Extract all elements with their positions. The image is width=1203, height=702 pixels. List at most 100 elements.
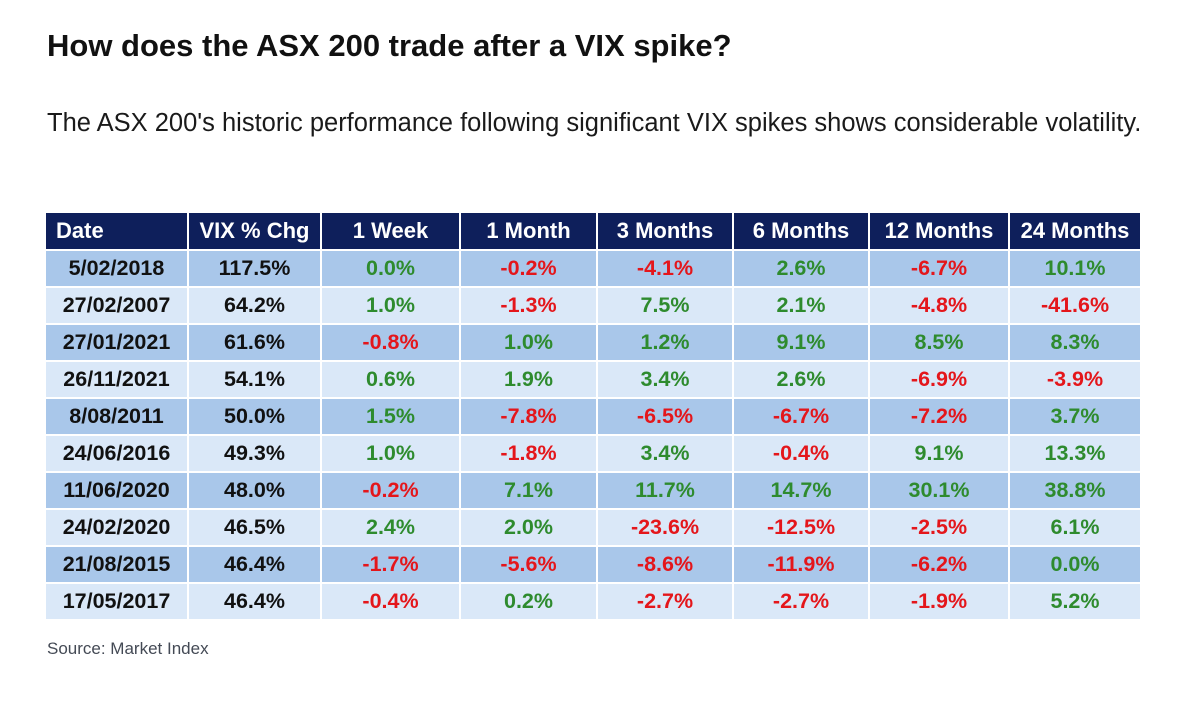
return-cell: -1.3% <box>460 286 598 324</box>
return-cell: 0.0% <box>1009 545 1140 583</box>
return-cell: -41.6% <box>1009 286 1140 324</box>
return-cell: 1.0% <box>321 434 461 472</box>
page-subtitle: The ASX 200's historic performance follo… <box>47 109 1142 137</box>
return-cell: 3.4% <box>597 434 734 472</box>
date-cell: 24/02/2020 <box>46 508 189 546</box>
vix-spike-table: Date VIX % Chg 1 Week 1 Month 3 Months 6 Mont… <box>46 213 1140 619</box>
return-cell: -6.2% <box>869 545 1010 583</box>
table-row: 24/02/2020 46.5% 2.4% 2.0% -23.6% -12.5% -2.5%… <box>46 508 1140 546</box>
vix-change-cell: 49.3% <box>188 434 322 472</box>
return-cell: 1.5% <box>321 397 461 435</box>
return-cell: 13.3% <box>1009 434 1140 472</box>
return-cell: -23.6% <box>597 508 734 546</box>
date-cell: 26/11/2021 <box>46 360 189 398</box>
vix-change-cell: 46.4% <box>188 545 322 583</box>
return-cell: 1.0% <box>321 286 461 324</box>
return-cell: 1.0% <box>460 323 598 361</box>
return-cell: 3.4% <box>597 360 734 398</box>
return-cell: 0.2% <box>460 582 598 619</box>
return-cell: 5.2% <box>1009 582 1140 619</box>
table-row: 11/06/2020 48.0% -0.2% 7.1% 11.7% 14.7% 30.1% 3… <box>46 471 1140 509</box>
return-cell: -0.2% <box>321 471 461 509</box>
table-row: 17/05/2017 46.4% -0.4% 0.2% -2.7% -2.7% -1.9% 5… <box>46 582 1140 619</box>
table-row: 26/11/2021 54.1% 0.6% 1.9% 3.4% 2.6% -6.9% -3.9… <box>46 360 1140 398</box>
column-header: 6 Months <box>733 213 870 250</box>
source-note: Source: Market Index <box>47 639 209 658</box>
date-cell: 24/06/2016 <box>46 434 189 472</box>
return-cell: 2.6% <box>733 249 870 287</box>
return-cell: -0.4% <box>321 582 461 619</box>
return-cell: 9.1% <box>869 434 1010 472</box>
table-header-row: Date VIX % Chg 1 Week 1 Month 3 Months 6 Mont… <box>46 213 1140 250</box>
return-cell: 9.1% <box>733 323 870 361</box>
return-cell: -6.7% <box>869 249 1010 287</box>
return-cell: 8.3% <box>1009 323 1140 361</box>
return-cell: -1.9% <box>869 582 1010 619</box>
date-cell: 21/08/2015 <box>46 545 189 583</box>
return-cell: -2.5% <box>869 508 1010 546</box>
column-header: 1 Month <box>460 213 598 250</box>
table-row: 24/06/2016 49.3% 1.0% -1.8% 3.4% -0.4% 9.1% 13.… <box>46 434 1140 472</box>
return-cell: -1.8% <box>460 434 598 472</box>
return-cell: 6.1% <box>1009 508 1140 546</box>
vix-change-cell: 117.5% <box>188 249 322 287</box>
return-cell: -6.5% <box>597 397 734 435</box>
table-body: 5/02/2018 117.5% 0.0% -0.2% -4.1% 2.6% -6.7% 10… <box>46 249 1140 619</box>
table-row: 21/08/2015 46.4% -1.7% -5.6% -8.6% -11.9% -6.2… <box>46 545 1140 583</box>
return-cell: -6.7% <box>733 397 870 435</box>
return-cell: 1.9% <box>460 360 598 398</box>
return-cell: 11.7% <box>597 471 734 509</box>
return-cell: 2.6% <box>733 360 870 398</box>
return-cell: 14.7% <box>733 471 870 509</box>
column-header: 24 Months <box>1009 213 1140 250</box>
return-cell: -4.8% <box>869 286 1010 324</box>
return-cell: 10.1% <box>1009 249 1140 287</box>
return-cell: -11.9% <box>733 545 870 583</box>
return-cell: 8.5% <box>869 323 1010 361</box>
return-cell: -0.4% <box>733 434 870 472</box>
table-row: 27/02/2007 64.2% 1.0% -1.3% 7.5% 2.1% -4.8% -41… <box>46 286 1140 324</box>
return-cell: -2.7% <box>733 582 870 619</box>
date-cell: 17/05/2017 <box>46 582 189 619</box>
return-cell: 30.1% <box>869 471 1010 509</box>
return-cell: -7.2% <box>869 397 1010 435</box>
return-cell: 7.1% <box>460 471 598 509</box>
return-cell: 7.5% <box>597 286 734 324</box>
vix-change-cell: 46.5% <box>188 508 322 546</box>
column-header: 1 Week <box>321 213 461 250</box>
return-cell: -3.9% <box>1009 360 1140 398</box>
return-cell: -0.8% <box>321 323 461 361</box>
return-cell: 2.1% <box>733 286 870 324</box>
return-cell: 2.4% <box>321 508 461 546</box>
table-row: 27/01/2021 61.6% -0.8% 1.0% 1.2% 9.1% 8.5% 8.3% <box>46 323 1140 361</box>
column-header: 3 Months <box>597 213 734 250</box>
column-header: VIX % Chg <box>188 213 322 250</box>
vix-change-cell: 48.0% <box>188 471 322 509</box>
return-cell: 38.8% <box>1009 471 1140 509</box>
return-cell: 2.0% <box>460 508 598 546</box>
return-cell: -1.7% <box>321 545 461 583</box>
column-header: 12 Months <box>869 213 1010 250</box>
return-cell: -0.2% <box>460 249 598 287</box>
date-cell: 27/01/2021 <box>46 323 189 361</box>
return-cell: -6.9% <box>869 360 1010 398</box>
vix-change-cell: 50.0% <box>188 397 322 435</box>
return-cell: 0.6% <box>321 360 461 398</box>
vix-change-cell: 61.6% <box>188 323 322 361</box>
return-cell: -2.7% <box>597 582 734 619</box>
return-cell: 3.7% <box>1009 397 1140 435</box>
date-cell: 27/02/2007 <box>46 286 189 324</box>
vix-change-cell: 46.4% <box>188 582 322 619</box>
table-row: 5/02/2018 117.5% 0.0% -0.2% -4.1% 2.6% -6.7% 10… <box>46 249 1140 287</box>
return-cell: -8.6% <box>597 545 734 583</box>
date-cell: 8/08/2011 <box>46 397 189 435</box>
page-title: How does the ASX 200 trade after a VIX s… <box>47 28 732 63</box>
return-cell: -4.1% <box>597 249 734 287</box>
return-cell: -7.8% <box>460 397 598 435</box>
table-row: 8/08/2011 50.0% 1.5% -7.8% -6.5% -6.7% -7.2% 3.… <box>46 397 1140 435</box>
return-cell: -5.6% <box>460 545 598 583</box>
vix-change-cell: 64.2% <box>188 286 322 324</box>
return-cell: -12.5% <box>733 508 870 546</box>
date-cell: 11/06/2020 <box>46 471 189 509</box>
